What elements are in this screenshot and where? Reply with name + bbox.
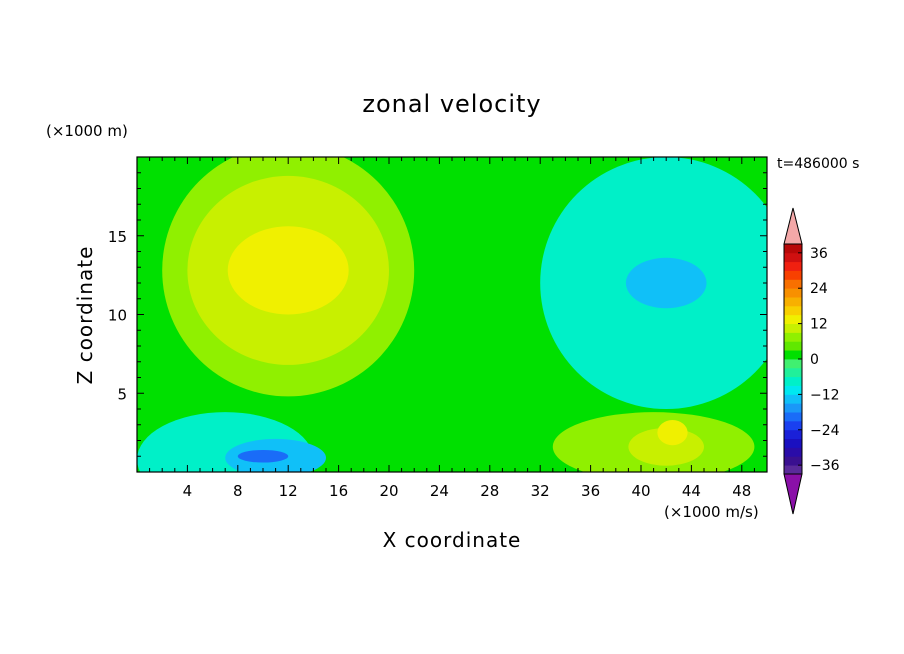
chart-title: zonal velocity [362, 90, 541, 118]
colorbar-swatch [784, 244, 802, 254]
field-contour-2 [227, 226, 349, 315]
colorbar-swatch [784, 288, 802, 298]
colorbar-swatch [784, 367, 802, 378]
y-axis-label: Z coordinate [73, 246, 97, 385]
colorbar-swatch [784, 252, 802, 263]
x-tick-label: 32 [531, 482, 550, 500]
colorbar-swatch [784, 359, 802, 369]
field-contour-7 [625, 257, 707, 309]
x-axis: 4 8 12 16 20 24 28 32 36 40 44 48 [149, 157, 755, 500]
colorbar-swatch [784, 438, 802, 448]
field-contour-5 [237, 449, 289, 463]
colorbar-swatch [784, 297, 802, 307]
colorbar-swatch [784, 403, 802, 413]
colorbar-swatch [784, 323, 802, 333]
colorbar-tick-label: −12 [810, 387, 840, 403]
colorbar: 36 24 12 0 −12 −24 −36 [783, 207, 840, 515]
x-tick-label: 16 [329, 482, 348, 500]
colorbar-tick-label: 0 [810, 352, 819, 368]
colorbar-swatch [784, 332, 802, 342]
colorbar-swatch [784, 270, 802, 280]
colorbar-swatch [784, 341, 802, 351]
colorbar-tick-label: 36 [810, 246, 828, 262]
y-tick-label: 5 [117, 385, 127, 403]
colorbar-swatch [784, 465, 802, 475]
y-tick-label: 15 [108, 228, 127, 246]
x-tick-label: 20 [379, 482, 398, 500]
x-tick-label: 8 [233, 482, 243, 500]
x-tick-label: 24 [430, 482, 449, 500]
colorbar-tick-label: 12 [810, 317, 828, 333]
colorbar-swatch [784, 456, 802, 466]
plot-area [137, 157, 767, 472]
colorbar-under-arrow [783, 473, 803, 515]
y-unit-label: (×1000 m) [46, 122, 128, 140]
colorbar-swatch [784, 412, 802, 422]
colorbar-swatch [784, 305, 802, 316]
x-tick-label: 4 [183, 482, 193, 500]
x-tick-label: 44 [682, 482, 701, 500]
colorbar-swatch [784, 350, 802, 360]
colorbar-tick-label: −36 [810, 458, 840, 474]
x-tick-label: 36 [581, 482, 600, 500]
colorbar-tick-label: −24 [810, 423, 840, 439]
x-tick-label: 28 [480, 482, 499, 500]
x-tick-label: 40 [631, 482, 650, 500]
colorbar-over-arrow [783, 207, 803, 245]
x-unit-label: (×1000 m/s) [664, 503, 759, 521]
colorbar-swatch [784, 261, 802, 271]
x-axis-label: X coordinate [383, 528, 522, 552]
field-contour-10 [657, 420, 688, 446]
colorbar-swatch [784, 385, 802, 395]
x-tick-label: 48 [732, 482, 751, 500]
colorbar-swatch [784, 447, 802, 457]
colorbar-tick-label: 24 [810, 281, 828, 297]
y-tick-label: 10 [108, 307, 127, 325]
colorbar-swatch [784, 279, 802, 289]
colorbar-swatch [784, 314, 802, 325]
colorbar-swatch [784, 420, 802, 431]
colorbar-swatch [784, 376, 802, 386]
y-axis: 5 10 15 [108, 172, 767, 457]
x-tick-label: 12 [279, 482, 298, 500]
colorbar-swatch [784, 429, 802, 440]
colorbar-swatch [784, 394, 802, 404]
time-label: t=486000 s [777, 156, 859, 172]
